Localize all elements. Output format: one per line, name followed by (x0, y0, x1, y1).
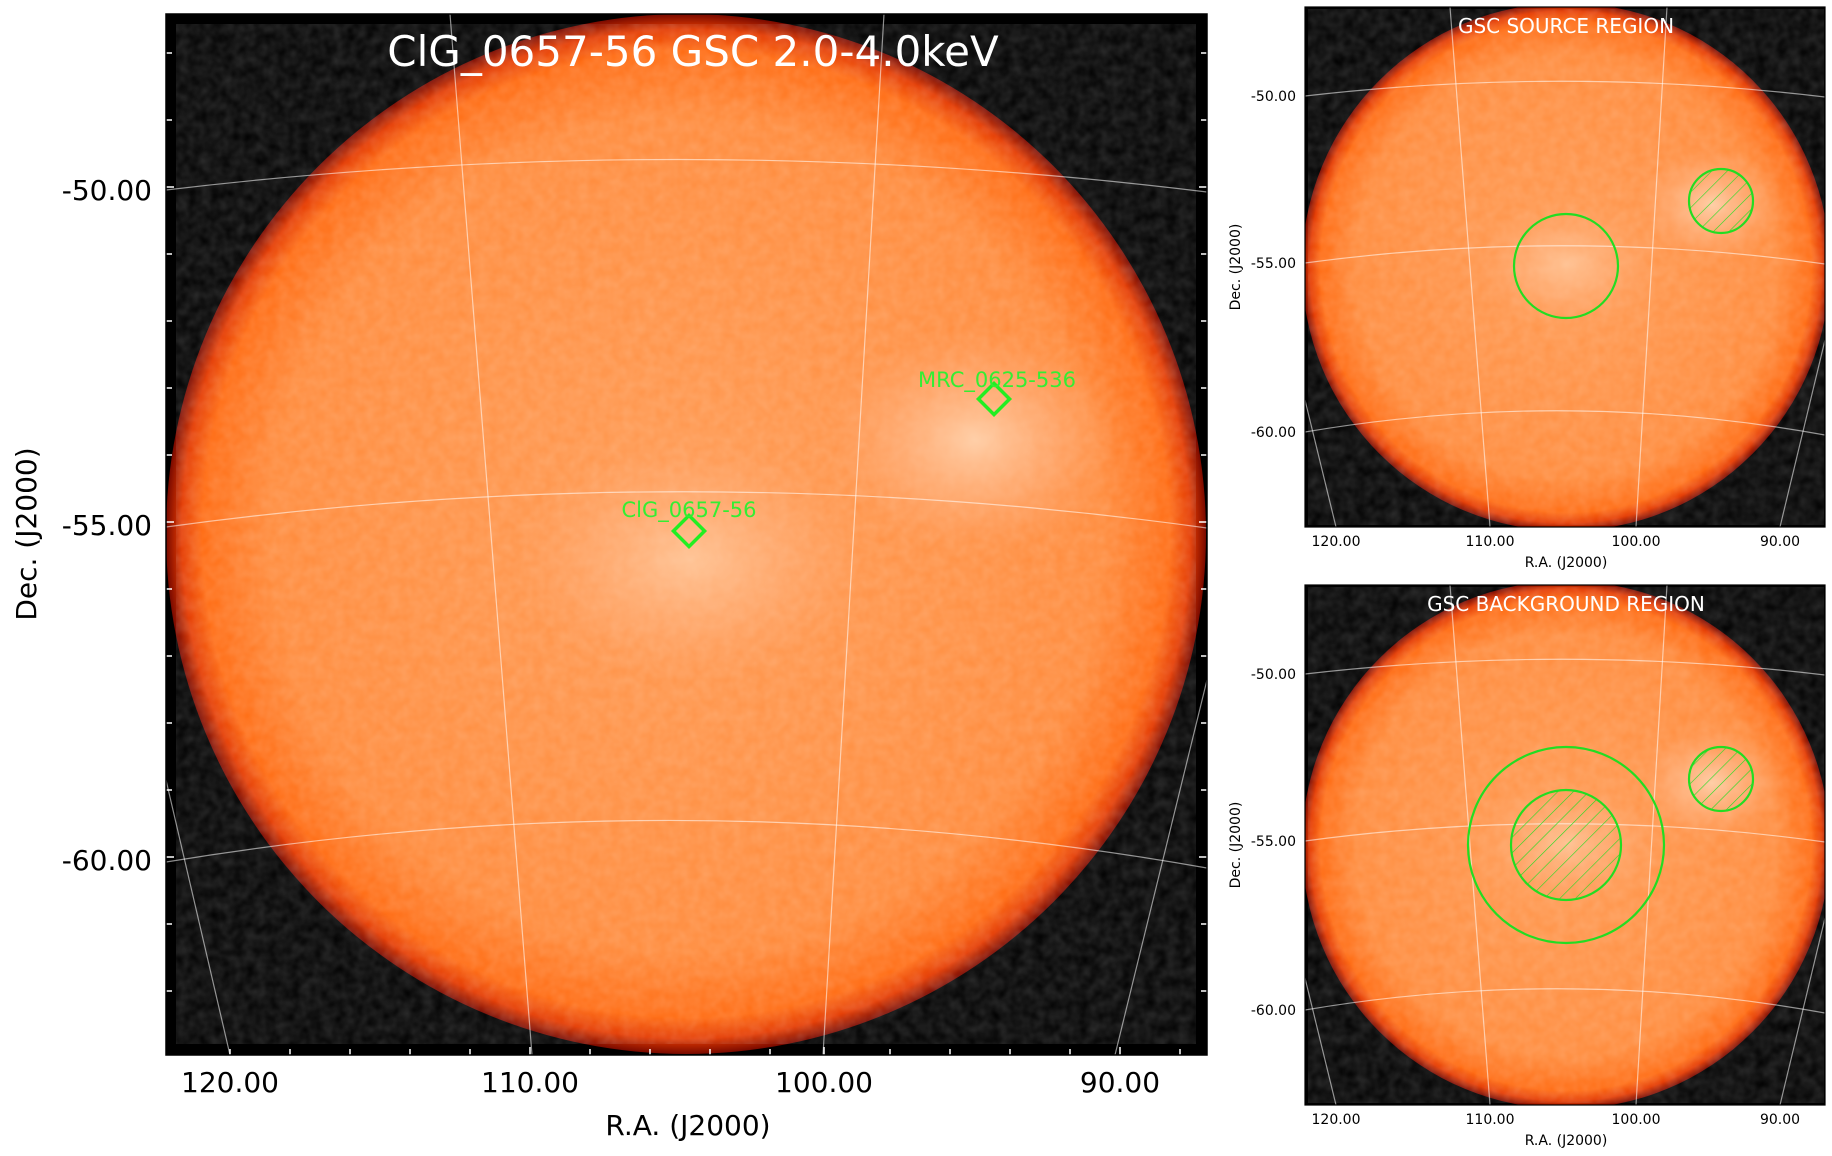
coordinate-grid (1305, 585, 1825, 1105)
x-tick-label: 110.00 (1466, 534, 1515, 550)
source-region-circle (1512, 212, 1620, 320)
bright-emission-cluster (515, 440, 865, 680)
y-tick-label: -55.00 (1251, 256, 1296, 272)
background-panel-frame (1304, 584, 1826, 1106)
background-panel-title: GSC BACKGROUND REGION (1427, 592, 1705, 616)
excluded-region-circle (1687, 745, 1755, 813)
x-tick-label: 120.00 (181, 1066, 279, 1099)
y-tick-label: -50.00 (1251, 667, 1296, 683)
x-axis-label: R.A. (J2000) (1525, 1133, 1608, 1149)
mrc-source-label: MRC_0625-536 (918, 368, 1076, 393)
y-tick-label: -50.00 (62, 174, 152, 207)
x-tick-label: 120.00 (1312, 534, 1361, 550)
coordinate-grid (1305, 7, 1825, 527)
x-tick-label: 120.00 (1312, 1112, 1361, 1128)
x-tick-label: 90.00 (1760, 534, 1800, 550)
x-tick-label: 100.00 (1612, 534, 1661, 550)
x-tick-label: 100.00 (1612, 1112, 1661, 1128)
x-axis-label: R.A. (J2000) (1525, 555, 1608, 571)
y-tick-label: -60.00 (1251, 425, 1296, 441)
tick-marks (166, 52, 1207, 1055)
coordinate-grid (166, 14, 1207, 1055)
y-axis-label: Dec. (J2000) (1228, 802, 1244, 889)
y-tick-label: -55.00 (1251, 834, 1296, 850)
y-axis-label: Dec. (J2000) (1228, 224, 1244, 311)
y-tick-label: -55.00 (62, 509, 152, 542)
excluded-region-circle (1687, 167, 1755, 235)
cluster-source-label: ClG_0657-56 (621, 498, 756, 523)
x-tick-label: 100.00 (775, 1066, 873, 1099)
main-panel-frame (165, 13, 1208, 1056)
background-annulus-outer (1466, 745, 1666, 945)
mrc-source-marker (975, 380, 1013, 418)
bright-emission-cluster (1476, 203, 1656, 327)
source-panel-frame (1304, 6, 1826, 528)
main-panel: ClG_0657-56 GSC 2.0-4.0keV MRC_0625-536 … (10, 13, 1208, 1142)
x-tick-label: 90.00 (1080, 1066, 1160, 1099)
x-axis-label: R.A. (J2000) (605, 1109, 770, 1142)
source-panel-title: GSC SOURCE REGION (1458, 14, 1674, 38)
bright-emission-mrc (830, 330, 1120, 550)
main-panel-title: ClG_0657-56 GSC 2.0-4.0keV (387, 27, 999, 76)
cluster-source-marker (670, 512, 708, 550)
x-tick-label: 110.00 (1466, 1112, 1515, 1128)
source-region-panel: GSC SOURCE REGION -50.00 -55.00 -60.00 1… (1228, 6, 1826, 571)
y-tick-label: -60.00 (1251, 1003, 1296, 1019)
y-tick-label: -50.00 (1251, 89, 1296, 105)
y-axis-label: Dec. (J2000) (10, 447, 43, 620)
excluded-source-circle (1509, 788, 1623, 902)
y-tick-label: -60.00 (62, 844, 152, 877)
background-region-panel: GSC BACKGROUND REGION -50.00 -55.00 -60.… (1228, 584, 1826, 1149)
x-tick-label: 90.00 (1760, 1112, 1800, 1128)
x-tick-label: 110.00 (481, 1066, 579, 1099)
